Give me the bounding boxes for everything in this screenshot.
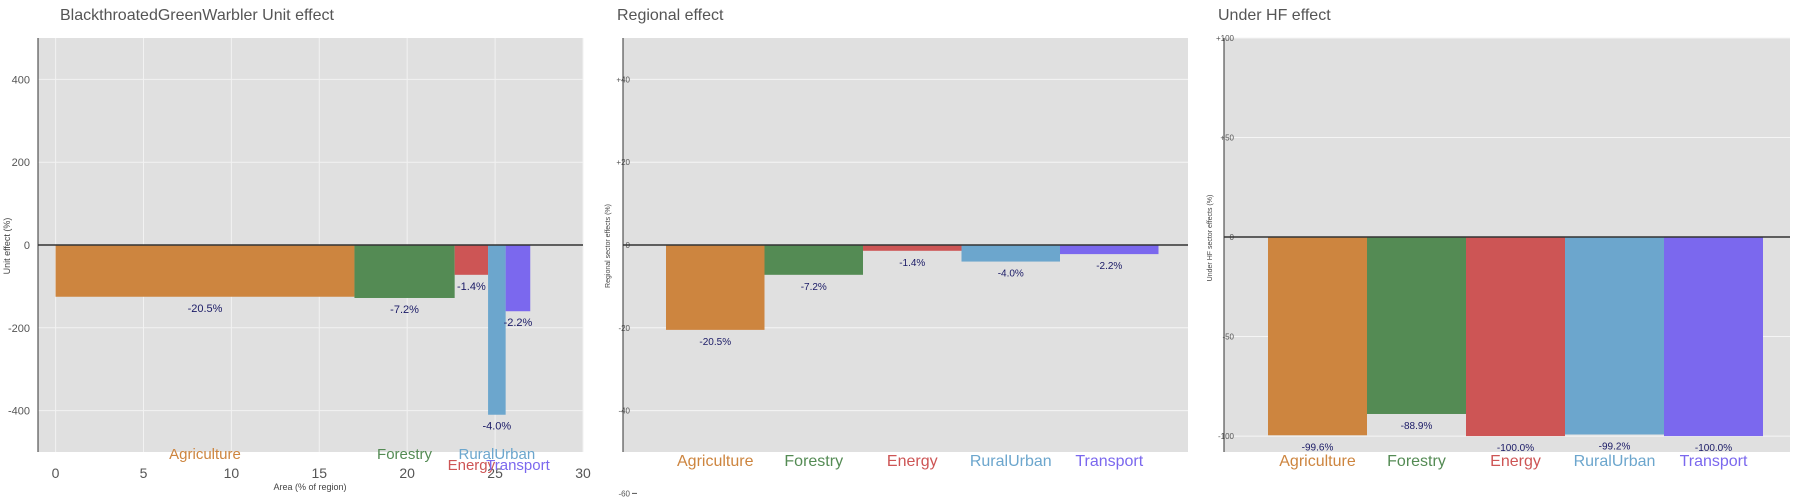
chart3-bar-transport (1664, 237, 1763, 437)
chart1-data-label: -20.5% (188, 303, 223, 315)
chart2-data-label: -7.2% (801, 282, 827, 293)
chart3-data-label: -100.0% (1497, 443, 1534, 454)
chart2-bar-transport (1060, 245, 1159, 255)
chart1-x-tick-label: 30 (575, 465, 591, 481)
chart3-category-label: RuralUrban (1574, 453, 1656, 470)
chart2-category-label: Agriculture (677, 453, 754, 470)
chart1-data-label: -2.2% (504, 317, 533, 329)
chart2-data-label: -4.0% (998, 269, 1024, 280)
chart2-data-label: -1.4% (899, 258, 925, 269)
chart3-y-tick-label: +100 (1216, 34, 1235, 43)
chart3-data-label: -88.9% (1401, 421, 1433, 432)
chart2-category-label: Forestry (784, 453, 843, 470)
chart1-x-tick-label: 5 (140, 465, 148, 481)
chart1-bar-energy (454, 245, 489, 275)
chart1-category-label: Agriculture (169, 446, 241, 463)
chart1-category-label: Forestry (377, 446, 433, 463)
chart3-category-label: Agriculture (1279, 453, 1356, 470)
chart1-data-label: -4.0% (482, 421, 511, 433)
chart2-plot: -60-40-200+20+40-20.5%Agriculture-7.2%Fo… (616, 38, 1188, 498)
chart2-bar-forestry (764, 245, 863, 275)
chart1-category-label: Transport (486, 457, 550, 474)
chart1-data-label: -7.2% (390, 304, 419, 316)
chart1-x-tick-label: 20 (399, 465, 415, 481)
chart1-data-label: -1.4% (457, 281, 486, 293)
chart1-y-tick-label: -200 (8, 323, 30, 335)
chart3-bar-energy (1466, 237, 1565, 437)
chart3-bar-forestry (1367, 237, 1466, 414)
chart3-bar-ruralurban (1565, 237, 1664, 435)
chart3-data-label: -99.2% (1599, 441, 1631, 452)
chart1-title: BlackthroatedGreenWarbler Unit effect (60, 7, 334, 24)
chart3-category-label: Forestry (1387, 453, 1446, 470)
chart1-x-tick-label: 10 (224, 465, 240, 481)
chart2-data-label: -2.2% (1096, 261, 1122, 272)
chart3-plot: -100-500+50+100-99.6%Agriculture-88.9%Fo… (1216, 34, 1790, 470)
chart2-bar-energy (863, 245, 962, 251)
chart1-bar-forestry (354, 245, 455, 298)
chart1-y-tick-label: 200 (12, 157, 30, 169)
chart3-title: Under HF effect (1218, 7, 1331, 24)
chart2-category-label: RuralUrban (970, 453, 1052, 470)
chart2-y-tick-label: -40 (618, 407, 630, 416)
chart1-bar-agriculture (55, 245, 355, 297)
chart2-category-label: Energy (887, 453, 938, 470)
chart1-bar-ruralurban (488, 245, 506, 415)
chart1-y-axis-title: Unit effect (%) (2, 218, 12, 275)
chart2-bar-agriculture (666, 245, 765, 330)
chart1-y-tick-label: 400 (12, 74, 30, 86)
chart2-data-label: -20.5% (699, 337, 731, 348)
chart3-y-tick-label: -50 (1222, 333, 1234, 342)
chart3-category-label: Energy (1490, 453, 1541, 470)
chart3-data-label: -100.0% (1695, 443, 1732, 454)
chart1-y-tick-label: -400 (8, 406, 30, 418)
chart2-bar-ruralurban (961, 245, 1060, 262)
chart2-category-label: Transport (1075, 453, 1143, 470)
chart1-x-tick-label: 15 (312, 465, 328, 481)
chart3-category-label: Transport (1680, 453, 1748, 470)
chart2-y-axis-title: Regional sector effects (%) (605, 204, 612, 288)
chart1-bar-transport (505, 245, 531, 312)
chart2-title: Regional effect (617, 7, 724, 24)
chart1-plot: 0 5 10 15 20 25 30 -400 -200 0 200 400 -20.5% Agricul… (8, 38, 591, 481)
chart3-bar-agriculture (1268, 237, 1367, 436)
chart1-category-label: Energy (448, 457, 496, 474)
chart1-x-tick-label: 25 (487, 465, 503, 481)
chart2-y-tick-label: -60 (618, 489, 630, 498)
chart3-y-tick-label: -100 (1218, 432, 1235, 441)
chart1-x-tick-label: 0 (52, 465, 60, 481)
chart3-data-label: -99.6% (1302, 442, 1334, 453)
chart1-y-tick-label: 0 (24, 240, 30, 252)
chart3-y-axis-title: Under HF sector effects (%) (1207, 195, 1214, 282)
chart2-y-tick-label: -20 (618, 324, 630, 333)
chart1-x-axis-title: Area (% of region) (273, 482, 346, 492)
chart1-category-label: RuralUrban (459, 446, 536, 463)
chart3-y-tick-label: +50 (1220, 134, 1234, 143)
